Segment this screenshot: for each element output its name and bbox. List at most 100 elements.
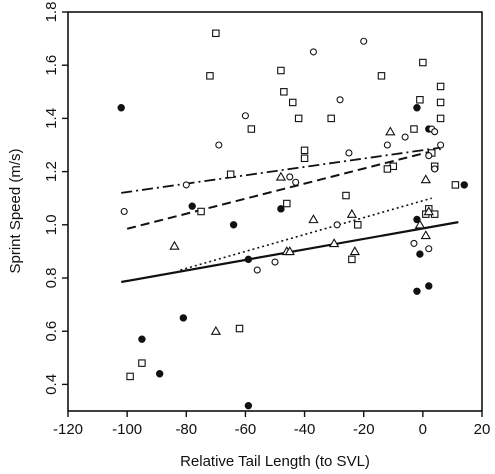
point-open-square [416,96,424,104]
x-tick-label: -40 [294,421,316,438]
point-open-square [419,58,427,67]
point-open-circle [431,128,439,136]
fit-line-dotted [180,197,432,271]
point-open-square [348,255,356,264]
point-filled-circle [425,282,433,290]
point-open-square [300,154,309,163]
x-axis-ticks: -120 -100 -80 -60 -40 -20 0 20 [53,411,490,438]
point-open-triangle [423,206,434,216]
y-tick-label: 0.6 [43,321,60,342]
y-tick-label: 1.6 [43,55,60,76]
point-filled-circle [229,221,238,229]
x-tick-label: -60 [235,421,257,438]
point-open-circle [309,48,317,56]
x-tick-label: -20 [353,421,375,438]
point-filled-circle [413,215,421,224]
point-open-triangle [275,171,287,181]
point-open-square [451,181,460,189]
point-open-square [277,66,285,75]
x-tick-label: -120 [53,421,83,438]
point-open-square [197,207,205,216]
y-tick-label: 1.8 [43,2,60,23]
point-open-circle [292,178,300,186]
point-open-circle [215,141,223,149]
fit-line-dashed [126,148,441,230]
y-axis-label: Sprint Speed (m/s) [7,148,24,273]
point-open-square [377,72,386,80]
fit-lines [121,146,459,284]
point-filled-circle [138,335,146,343]
point-open-circle [182,181,190,189]
point-open-square [126,372,134,381]
x-axis-label: Relative Tail Length (to SVL) [180,453,370,470]
point-open-triangle [385,126,396,136]
point-filled-circle [188,202,196,210]
point-open-circle [425,152,433,160]
point-open-circle [336,96,344,104]
point-open-circle [271,258,279,266]
point-filled-circle [179,314,188,322]
point-filled-circle [277,205,285,213]
point-open-square [354,221,362,229]
point-open-square [288,98,297,107]
point-filled-circle [244,401,253,410]
x-tick-label: 20 [474,421,491,438]
point-open-circle [401,133,409,141]
point-open-triangle [284,246,295,256]
point-open-circle [410,239,418,247]
point-filled-circle [244,255,253,264]
point-open-circle [383,141,391,149]
point-filled-circle [413,104,421,112]
x-tick-label: -80 [175,421,197,438]
point-open-triangle [210,325,222,335]
point-open-square [436,98,445,107]
point-open-square [342,191,350,200]
point-open-circle [333,221,341,229]
point-filled-circle [460,181,468,189]
y-axis-ticks: 0.4 0.6 0.8 1.0 1.2 1.4 1.6 1.8 [43,2,68,395]
point-open-square [138,359,146,367]
point-open-circle [345,149,353,157]
plot-frame [67,11,483,412]
y-tick-label: 1.0 [43,214,60,235]
x-tick-label: -100 [112,421,142,438]
point-filled-circle [155,370,164,378]
point-open-circle [253,266,261,274]
point-open-square [294,114,303,123]
point-open-circle [425,245,433,253]
point-open-circle [120,207,128,216]
point-open-triangle [420,230,431,240]
x-tick-label: 0 [419,421,427,438]
y-tick-label: 0.4 [43,374,60,395]
point-open-triangle [349,246,360,256]
point-open-square [383,165,392,173]
point-open-triangle [414,219,426,229]
point-open-square [327,114,335,123]
point-open-square [283,199,291,208]
point-open-triangle [420,174,431,184]
fit-line-dash-dot [121,146,441,194]
point-open-triangle [328,238,340,248]
point-open-square [300,146,309,155]
point-open-circle [286,173,294,181]
y-tick-label: 1.2 [43,161,60,182]
point-filled-circle [413,287,421,295]
point-filled-circle [416,250,424,258]
point-open-square [436,114,445,123]
point-open-square [410,125,418,133]
data-points [117,29,468,410]
point-open-square [247,125,256,133]
point-open-square [280,88,288,96]
point-open-square [226,170,235,179]
point-open-circle [360,37,368,45]
point-open-circle [431,165,439,173]
point-open-triangle [308,214,319,224]
point-open-circle [241,112,249,120]
y-tick-label: 1.4 [43,108,60,129]
point-open-circle [437,141,445,149]
point-open-square [436,82,445,91]
point-open-square [206,72,214,80]
point-open-square [235,324,244,333]
y-tick-label: 0.8 [43,268,60,289]
